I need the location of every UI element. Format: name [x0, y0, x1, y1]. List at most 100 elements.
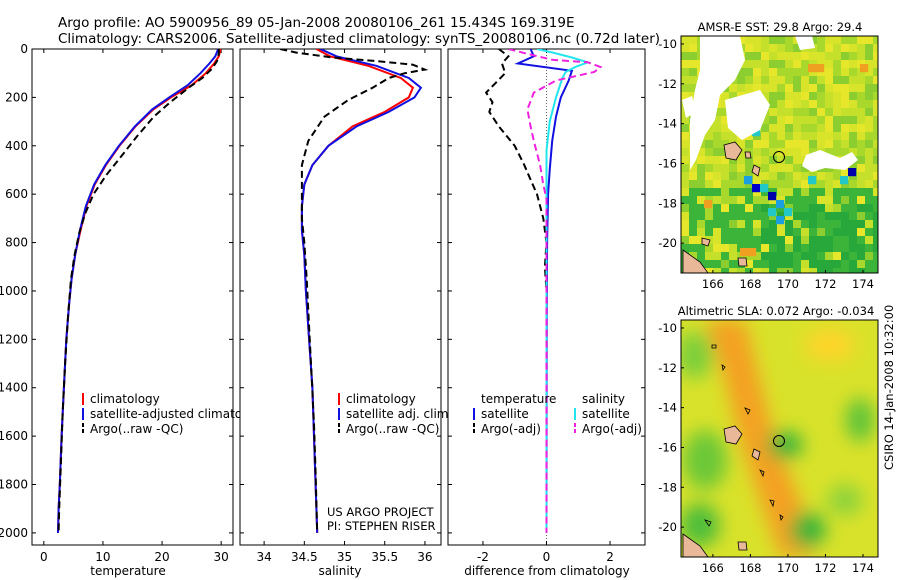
sst-cell — [777, 100, 786, 109]
sla-coast-outlines — [704, 344, 784, 527]
sst-cell — [833, 52, 842, 61]
sst-cell — [721, 92, 730, 101]
sst-cell — [705, 156, 714, 165]
sst-cell — [833, 212, 842, 221]
sst-cell — [721, 188, 730, 197]
sst-cell — [865, 220, 874, 229]
sst-cell — [721, 116, 730, 125]
sst-cell — [729, 164, 738, 173]
sst-cell — [737, 228, 746, 237]
sst-cell — [769, 116, 778, 125]
sst-cell — [801, 236, 810, 245]
sst-cell — [873, 84, 878, 93]
sst-cell — [681, 140, 690, 149]
sst-cell — [705, 180, 714, 189]
sst-cell — [681, 124, 690, 133]
sst-map-title: AMSR-E SST: 29.8 Argo: 29.4 — [698, 20, 863, 34]
sst-cell — [769, 156, 778, 165]
sst-cell — [777, 244, 786, 253]
sst-cell — [785, 140, 794, 149]
sst-cell — [697, 188, 706, 197]
sst-cell — [689, 204, 698, 213]
sst-cell — [745, 188, 754, 197]
sst-cell — [841, 44, 850, 53]
sst-cell — [761, 244, 770, 253]
sla-map-image — [681, 320, 878, 557]
sst-cell — [681, 148, 690, 157]
sst-cell — [857, 244, 866, 253]
sst-cell — [769, 268, 778, 273]
sst-cell — [833, 236, 842, 245]
sst-cell — [761, 236, 770, 245]
sst-island-south — [737, 257, 748, 267]
sst-cell — [785, 116, 794, 125]
sst-cell — [849, 84, 858, 93]
sla-land — [682, 425, 761, 557]
sst-cell — [777, 92, 786, 101]
temperature-axes-frame — [31, 48, 234, 546]
sst-cell — [825, 196, 834, 205]
sst-cell — [721, 156, 730, 165]
sst-cell — [865, 148, 874, 157]
sst-cell — [697, 204, 706, 213]
sst-cell — [753, 268, 762, 273]
y-tick-label: 800 — [5, 236, 28, 250]
sst-cell — [697, 212, 706, 221]
sst-island-small — [744, 151, 752, 159]
sst-cell — [809, 212, 818, 221]
sst-cell — [849, 220, 858, 229]
sst-cell — [721, 228, 730, 237]
sst-cell — [865, 196, 874, 205]
sst-cell — [825, 100, 834, 109]
y-tick-label: 2000 — [0, 526, 28, 540]
map-x-tick-label: 170 — [777, 561, 799, 575]
sst-cool-cell — [840, 176, 849, 185]
sst-cell — [697, 196, 706, 205]
sst-cell — [745, 228, 754, 237]
sst-cell — [849, 188, 858, 197]
sst-cell — [785, 268, 794, 273]
sst-cell — [833, 76, 842, 85]
x-tick-label: 30 — [214, 550, 229, 564]
sst-cell — [785, 52, 794, 61]
y-tick-label: 1800 — [0, 478, 28, 492]
sst-cell — [833, 124, 842, 133]
sst-island-loyalty — [701, 237, 711, 247]
sst-cell — [681, 164, 690, 173]
sst-cell — [793, 148, 802, 157]
sst-cell — [777, 268, 786, 273]
sst-cell — [761, 52, 770, 61]
sst-cell — [705, 140, 714, 149]
sst-cell — [761, 212, 770, 221]
sst-cell — [777, 124, 786, 133]
sst-cell — [865, 100, 874, 109]
sst-cell — [873, 68, 878, 77]
sst-cell — [777, 172, 786, 181]
sst-cell — [809, 268, 818, 273]
sst-cell — [809, 148, 818, 157]
sst-cell — [705, 252, 714, 261]
sst-cell — [793, 60, 802, 69]
sst-cell — [857, 236, 866, 245]
sst-cell — [849, 132, 858, 141]
sst-cell — [849, 252, 858, 261]
sst-cell — [729, 212, 738, 221]
sst-cell — [777, 180, 786, 189]
sst-cell — [769, 260, 778, 269]
sst-cell — [721, 164, 730, 173]
sst-cell — [697, 180, 706, 189]
sst-cell — [793, 188, 802, 197]
sst-cell — [793, 76, 802, 85]
sst-cell — [833, 116, 842, 125]
series-satellite-adjusted-climatology — [57, 49, 220, 533]
sst-cell — [817, 180, 826, 189]
sst-cell — [681, 84, 690, 93]
sst-cell — [761, 132, 770, 141]
sst-cell — [825, 252, 834, 261]
map-y-tick-label: -20 — [658, 520, 677, 534]
sst-cell — [857, 260, 866, 269]
sst-cell — [793, 220, 802, 229]
sst-cell — [769, 124, 778, 133]
sst-cell — [713, 204, 722, 213]
